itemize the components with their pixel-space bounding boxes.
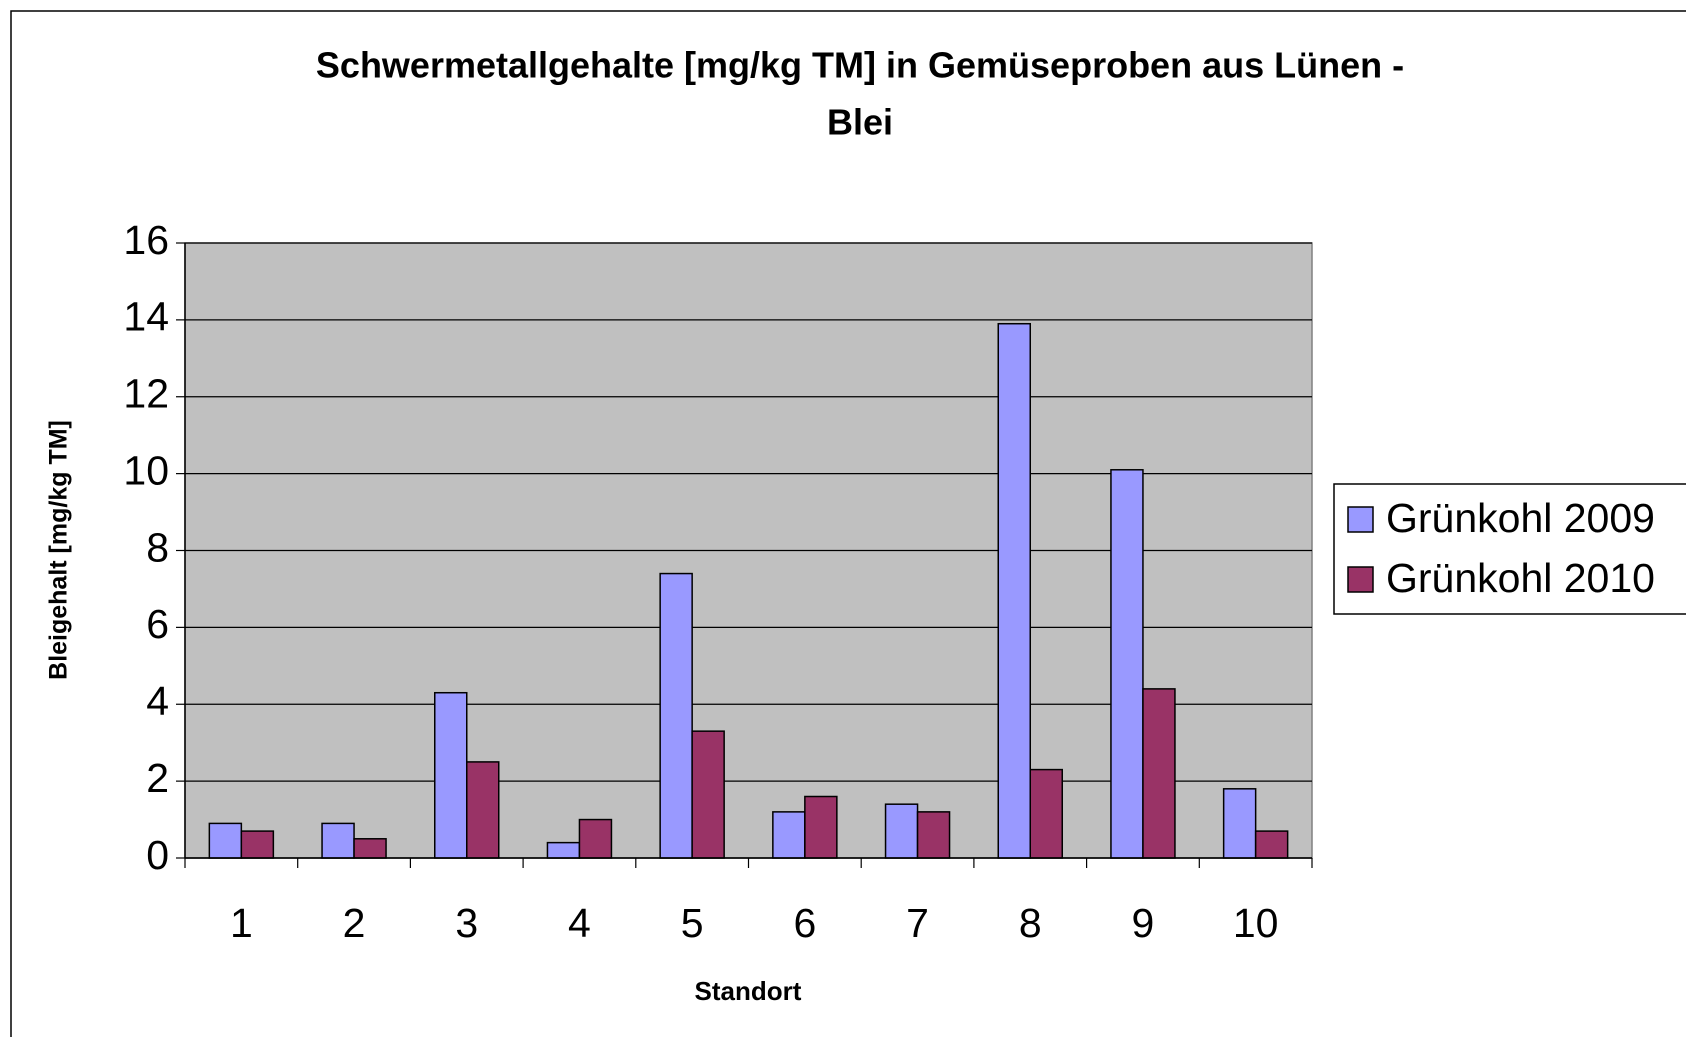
legend-swatch (1347, 566, 1374, 593)
bar (1254, 830, 1289, 859)
legend-box (1333, 483, 1686, 615)
y-tick-label: 16 (123, 217, 169, 263)
y-tick-label: 10 (123, 447, 169, 493)
y-tick-label: 12 (123, 371, 169, 417)
y-tick-label: 4 (146, 678, 169, 724)
x-tick-label: 3 (455, 900, 478, 946)
x-tick-label: 2 (343, 900, 366, 946)
bar (916, 811, 951, 859)
bar (1029, 768, 1063, 859)
legend-swatch (1347, 506, 1374, 533)
y-tick-label: 2 (146, 755, 169, 801)
bar (691, 730, 725, 859)
bar (353, 838, 387, 859)
bar (1222, 788, 1257, 859)
x-tick-label: 10 (1233, 900, 1279, 946)
chart-title: Schwermetallgehalte [mg/kg TM] in Gemüse… (316, 45, 1404, 86)
x-tick-label: 5 (681, 900, 704, 946)
y-tick-label: 6 (146, 601, 169, 647)
x-axis-label: Standort (695, 976, 802, 1006)
x-tick-label: 1 (230, 900, 253, 946)
bar (208, 822, 243, 859)
bar (466, 761, 500, 859)
bar (240, 830, 275, 859)
bar (772, 811, 806, 859)
y-tick-label: 0 (146, 832, 169, 878)
x-tick-label: 7 (906, 900, 929, 946)
bar (578, 818, 613, 859)
bar (434, 691, 468, 859)
legend-label: Grünkohl 2009 (1386, 495, 1655, 541)
bar (659, 572, 693, 859)
bar (1110, 469, 1144, 859)
x-tick-label: 6 (793, 900, 816, 946)
x-tick-label: 8 (1019, 900, 1042, 946)
y-tick-label: 8 (146, 524, 169, 570)
y-axis-label: Bleigehalt [mg/kg TM] (45, 420, 73, 680)
legend-label: Grünkohl 2010 (1386, 555, 1655, 601)
y-tick-label: 14 (123, 294, 169, 340)
bar (1142, 688, 1176, 859)
bar (884, 803, 919, 859)
x-tick-label: 9 (1132, 900, 1155, 946)
x-tick-label: 4 (568, 900, 591, 946)
bar (546, 841, 581, 859)
bar (804, 795, 838, 859)
bar (997, 322, 1031, 859)
bar (321, 822, 355, 859)
chart-title: Blei (827, 102, 893, 143)
